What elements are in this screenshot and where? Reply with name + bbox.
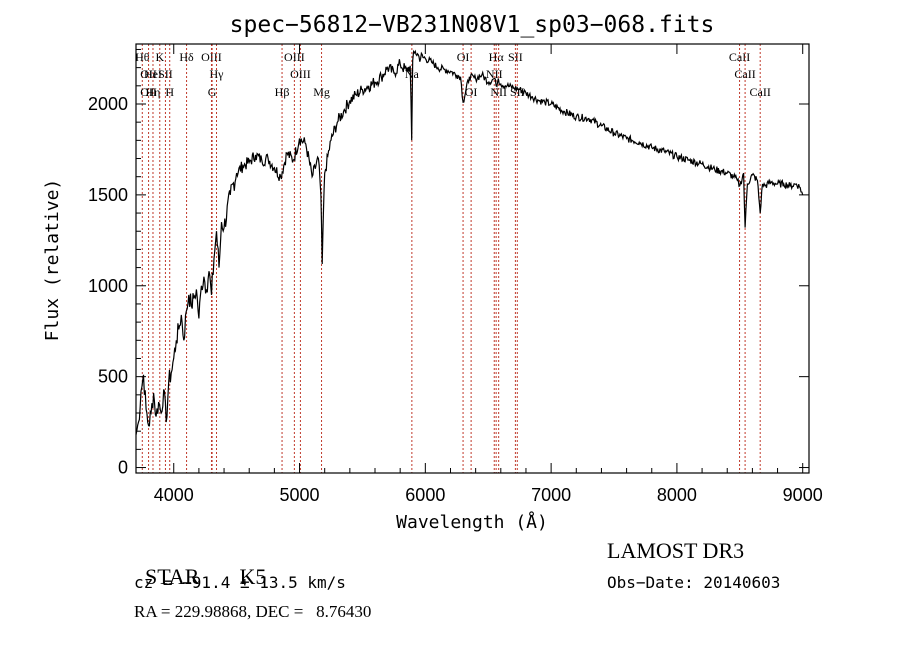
class-label: STAR bbox=[145, 564, 200, 589]
line-label: OI bbox=[457, 50, 470, 64]
x-tick-label: 7000 bbox=[531, 485, 571, 505]
x-tick-label: 5000 bbox=[280, 485, 320, 505]
y-tick-label: 2000 bbox=[88, 94, 128, 114]
y-tick-label: 1500 bbox=[88, 185, 128, 205]
line-label: Hη bbox=[146, 85, 161, 99]
survey-label: LAMOST DR3 bbox=[607, 538, 745, 563]
y-tick-label: 500 bbox=[98, 367, 128, 387]
plot-frame bbox=[135, 43, 810, 474]
y-axis-label: Flux (relative) bbox=[42, 179, 63, 342]
line-label: Hγ bbox=[210, 67, 225, 81]
axis-ticks: 4000 5000 6000 7000 8000 9000 0 500 1000 1500 2000 bbox=[88, 44, 823, 505]
line-label: H bbox=[165, 85, 174, 99]
y-tick-label: 1000 bbox=[88, 276, 128, 296]
line-label: G bbox=[208, 85, 217, 99]
y-tick-label: 0 bbox=[118, 458, 128, 478]
spectrum-line bbox=[135, 49, 804, 435]
chart-title: spec−56812−VB231N08V1_sp03−068.fits bbox=[230, 12, 715, 38]
object-class: STAR K5 bbox=[134, 538, 266, 590]
obs-date-label: Obs−Date: 20140603 bbox=[607, 573, 781, 592]
line-label: OI bbox=[465, 85, 478, 99]
line-label: SII bbox=[508, 50, 523, 64]
line-label: OIII bbox=[201, 50, 222, 64]
line-label: CaII bbox=[729, 50, 750, 64]
line-label: HeI bbox=[144, 67, 162, 81]
line-label: OIII bbox=[290, 67, 311, 81]
line-label: Mg bbox=[313, 85, 330, 99]
x-tick-label: 4000 bbox=[154, 485, 194, 505]
line-label: K bbox=[155, 50, 164, 64]
coordinates-label: RA = 229.98868, DEC = 8.76430 bbox=[134, 602, 372, 621]
x-tick-label: 9000 bbox=[783, 485, 823, 505]
x-axis-label: Wavelength (Å) bbox=[396, 511, 548, 533]
subclass-label: K5 bbox=[239, 564, 267, 589]
line-label: CaII bbox=[734, 67, 755, 81]
line-label: NII bbox=[490, 85, 507, 99]
x-tick-label: 8000 bbox=[657, 485, 697, 505]
spectrum-chart: spec−56812−VB231N08V1_sp03−068.fits Hθ OI… bbox=[42, 12, 823, 533]
line-label: Hα bbox=[489, 50, 505, 64]
line-label: OIII bbox=[284, 50, 305, 64]
line-label: Hβ bbox=[275, 85, 290, 99]
x-tick-label: 6000 bbox=[405, 485, 445, 505]
line-label: CaII bbox=[750, 85, 771, 99]
line-label: SII bbox=[158, 67, 173, 81]
redshift-label: cz = −91.4 ± 13.5 km/s bbox=[134, 573, 346, 592]
line-label: Hδ bbox=[179, 50, 194, 64]
line-label: Hθ bbox=[135, 50, 150, 64]
